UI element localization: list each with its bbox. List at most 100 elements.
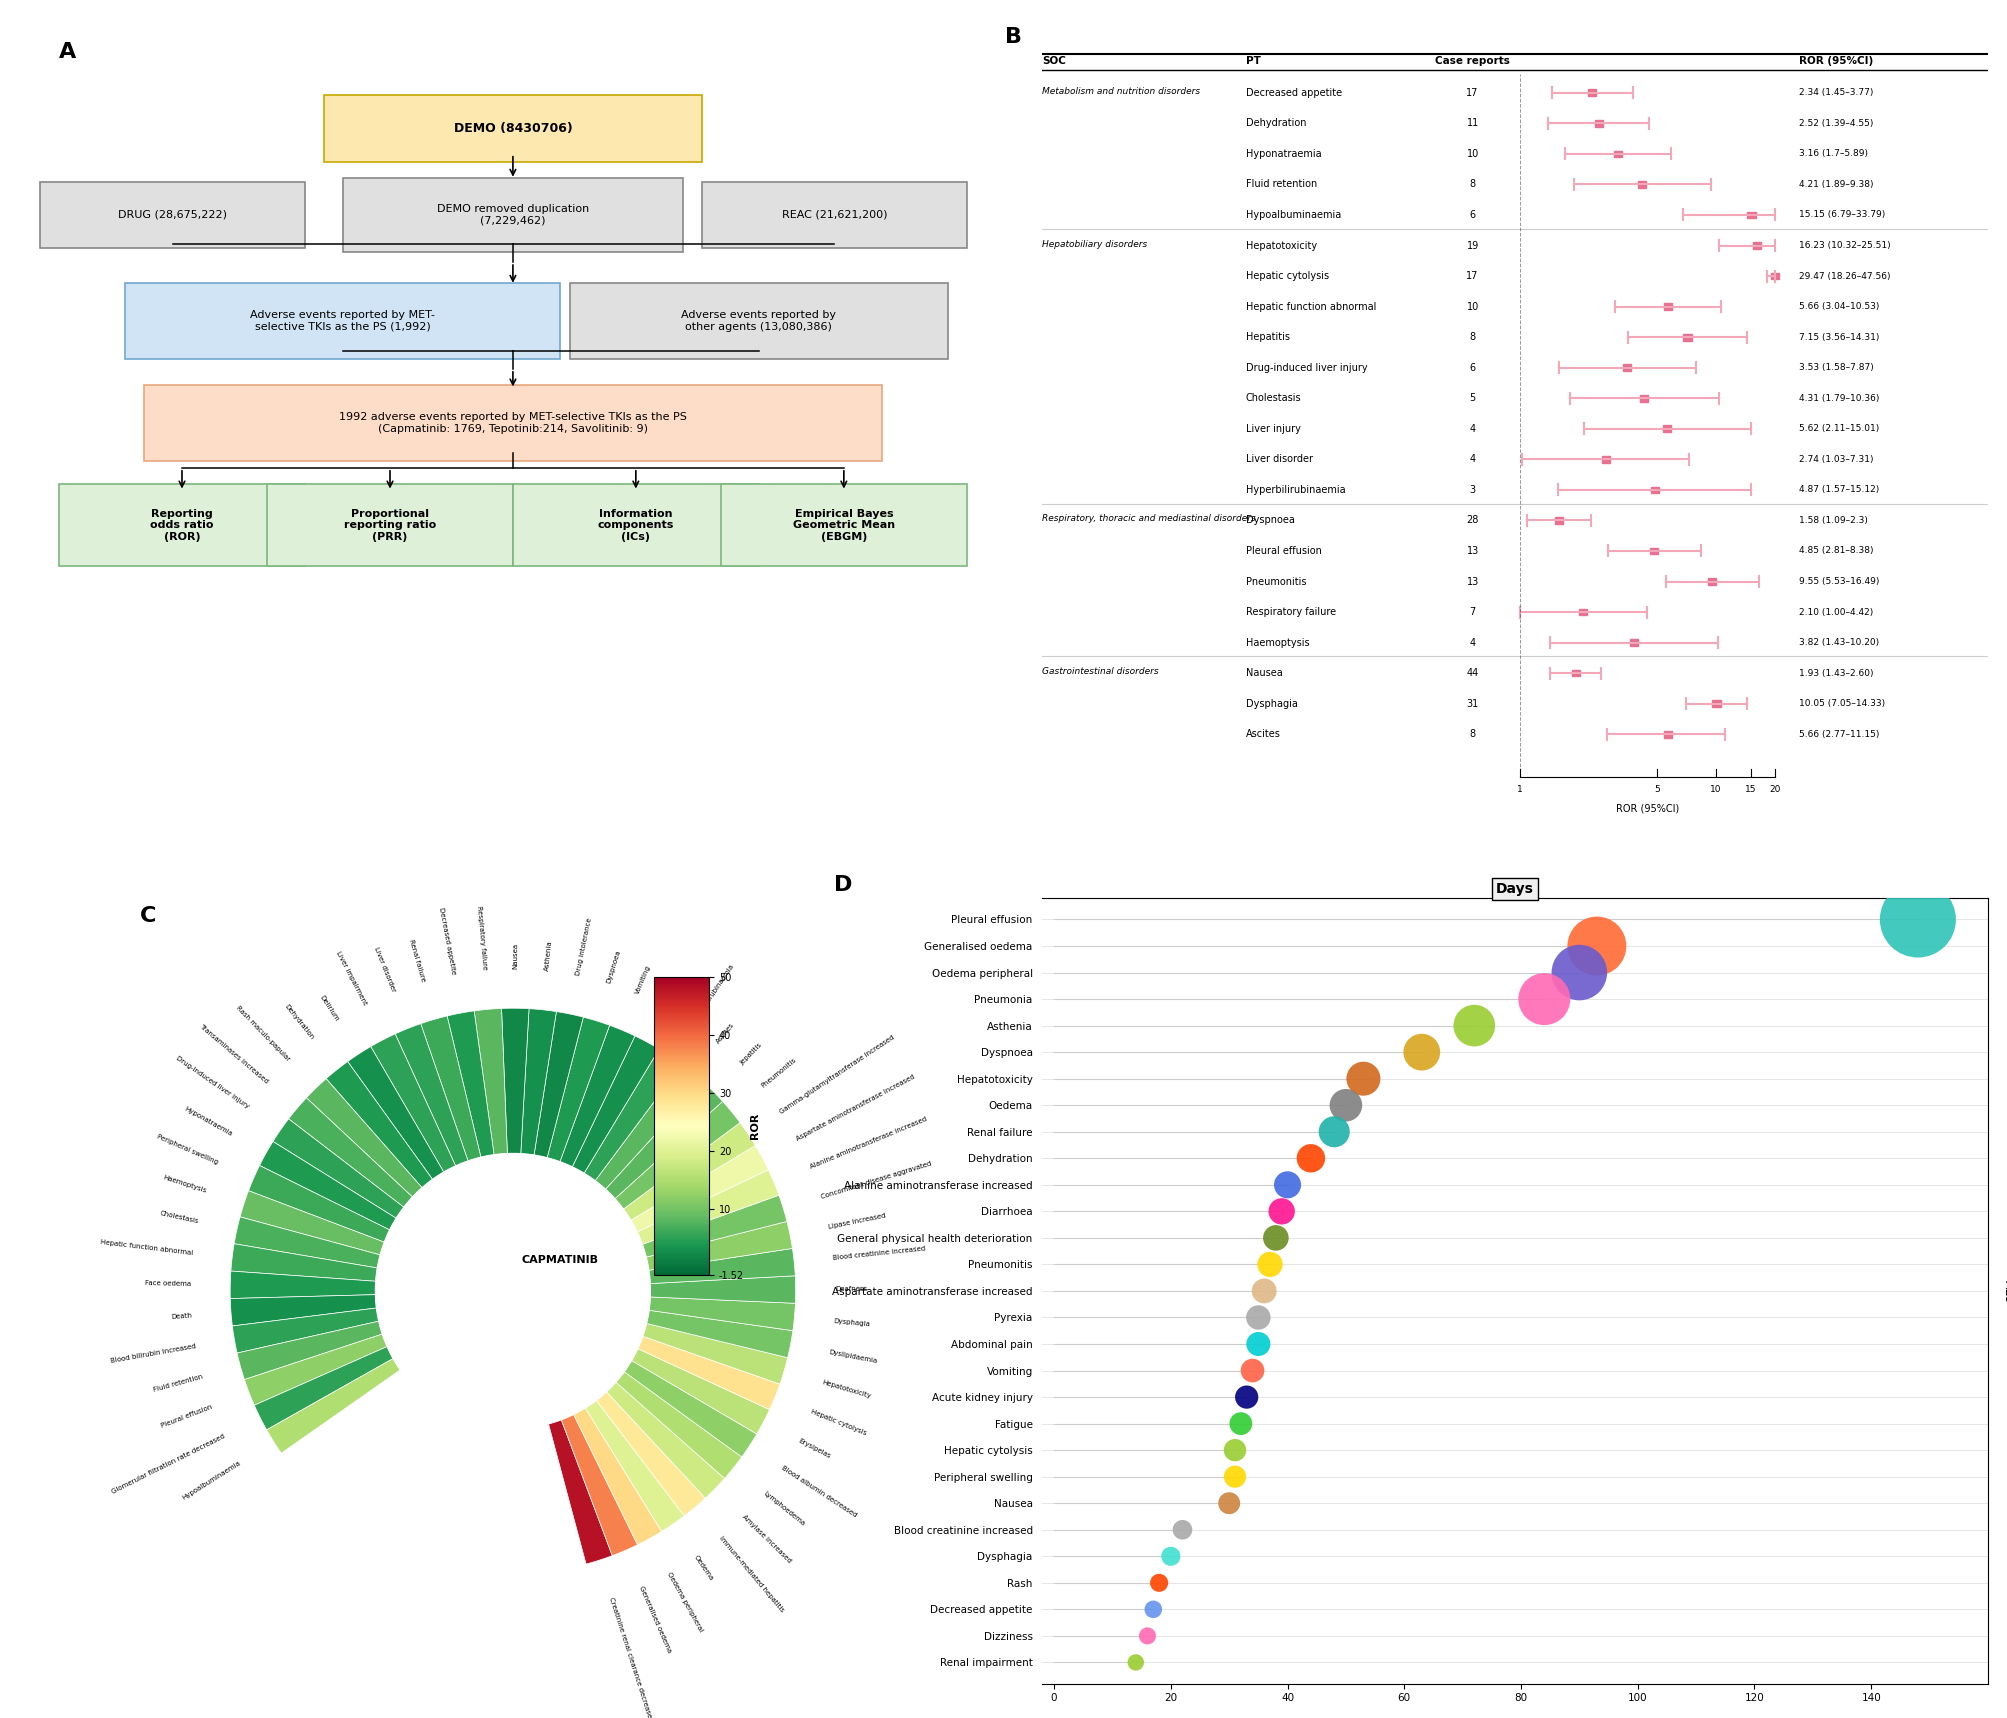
Polygon shape: [606, 1082, 723, 1199]
Polygon shape: [375, 1153, 650, 1428]
Text: Gamma-glutamyltransferase increased: Gamma-glutamyltransferase increased: [779, 1034, 895, 1115]
Polygon shape: [249, 1165, 389, 1242]
Text: ROR (95%CI): ROR (95%CI): [1798, 57, 1873, 67]
Polygon shape: [636, 1170, 779, 1244]
Text: DEMO (8430706): DEMO (8430706): [454, 122, 572, 136]
Text: A: A: [58, 43, 76, 62]
Text: 4.21 (1.89–9.38): 4.21 (1.89–9.38): [1798, 180, 1873, 189]
FancyBboxPatch shape: [721, 484, 965, 567]
Text: 9.55 (5.53–16.49): 9.55 (5.53–16.49): [1798, 577, 1879, 586]
Text: 1992 adverse events reported by MET-selective TKIs as the PS
(Capmatinib: 1769, : 1992 adverse events reported by MET-sele…: [339, 412, 686, 435]
Polygon shape: [594, 1065, 702, 1189]
Text: 11: 11: [1465, 119, 1477, 129]
Text: Rash maculo-papular: Rash maculo-papular: [235, 1005, 291, 1062]
Bar: [1650, 486, 1658, 493]
Polygon shape: [231, 1271, 375, 1299]
Text: Blood creatinine increased: Blood creatinine increased: [833, 1246, 925, 1261]
Polygon shape: [502, 1008, 528, 1154]
Text: Fatigue: Fatigue: [662, 984, 680, 1008]
Text: Delirium: Delirium: [319, 995, 339, 1022]
Text: Generalised oedema: Generalised oedema: [638, 1586, 672, 1654]
Text: 15.15 (6.79–33.79): 15.15 (6.79–33.79): [1798, 211, 1885, 220]
Text: CAPMATINIB: CAPMATINIB: [522, 1254, 598, 1264]
Text: 10: 10: [1710, 785, 1722, 794]
Text: 3.53 (1.58–7.87): 3.53 (1.58–7.87): [1798, 362, 1873, 373]
Point: [1317, 1118, 1349, 1146]
Bar: [1553, 517, 1561, 524]
Text: Proportional
reporting ratio
(PRR): Proportional reporting ratio (PRR): [343, 509, 436, 541]
FancyBboxPatch shape: [58, 484, 305, 567]
Point: [1405, 1038, 1437, 1065]
Text: 2.52 (1.39–4.55): 2.52 (1.39–4.55): [1798, 119, 1873, 127]
Text: Lipase increased: Lipase increased: [827, 1213, 885, 1230]
Polygon shape: [574, 1407, 660, 1544]
Text: Hyponatraemia: Hyponatraemia: [183, 1105, 233, 1137]
Text: ROR (95%CI): ROR (95%CI): [1616, 804, 1678, 814]
Text: Hepatitis: Hepatitis: [1244, 332, 1288, 342]
Text: Liver impairment: Liver impairment: [335, 950, 367, 1007]
Bar: [1746, 211, 1754, 218]
Text: Creatinine renal clearance decreased: Creatinine renal clearance decreased: [608, 1596, 654, 1718]
Text: Respiratory failure: Respiratory failure: [1244, 606, 1335, 617]
Point: [1154, 1543, 1186, 1570]
Text: 2.74 (1.03–7.31): 2.74 (1.03–7.31): [1798, 455, 1873, 464]
FancyBboxPatch shape: [512, 484, 759, 567]
Polygon shape: [648, 1297, 795, 1331]
Point: [1166, 1515, 1198, 1543]
Text: Dyslipidaemia: Dyslipidaemia: [829, 1349, 877, 1364]
Text: Hepatotoxicity: Hepatotoxicity: [821, 1380, 871, 1400]
Text: Death: Death: [171, 1313, 193, 1319]
Polygon shape: [325, 1062, 432, 1187]
Text: Dehydration: Dehydration: [1244, 119, 1305, 129]
Text: Dyspnoea: Dyspnoea: [1244, 515, 1295, 526]
Point: [1901, 905, 1933, 933]
Polygon shape: [572, 1036, 658, 1173]
Text: Hepatic function abnormal: Hepatic function abnormal: [1244, 302, 1375, 311]
Text: 2.10 (1.00–4.42): 2.10 (1.00–4.42): [1798, 608, 1873, 617]
Polygon shape: [560, 1414, 638, 1557]
Text: 5.62 (2.11–15.01): 5.62 (2.11–15.01): [1798, 424, 1879, 433]
Polygon shape: [371, 1034, 456, 1172]
Polygon shape: [273, 1118, 403, 1218]
Bar: [1770, 273, 1778, 280]
Text: 44: 44: [1465, 668, 1477, 679]
Text: Haemoptysis: Haemoptysis: [163, 1175, 207, 1194]
Text: Immune-mediated hepatitis: Immune-mediated hepatitis: [719, 1536, 785, 1613]
Text: Adverse events reported by
other agents (13,080,386): Adverse events reported by other agents …: [680, 311, 835, 332]
Text: 20: 20: [1768, 785, 1780, 794]
Point: [1457, 1012, 1489, 1039]
Text: 8: 8: [1469, 179, 1475, 189]
Text: Pleural effusion: Pleural effusion: [1244, 546, 1321, 557]
Text: Decreased appetite: Decreased appetite: [1244, 88, 1341, 98]
Text: Peripheral swelling: Peripheral swelling: [157, 1134, 219, 1165]
Point: [1130, 1622, 1162, 1649]
Text: Amylase increased: Amylase increased: [741, 1514, 793, 1563]
Point: [1212, 1490, 1244, 1517]
Bar: [1602, 455, 1610, 462]
Polygon shape: [235, 1216, 379, 1268]
Polygon shape: [259, 1141, 395, 1230]
Text: 8: 8: [1469, 728, 1475, 739]
Text: 19: 19: [1465, 241, 1477, 251]
Text: 29.47 (18.26–47.56): 29.47 (18.26–47.56): [1798, 271, 1889, 280]
Bar: [1622, 364, 1630, 371]
Text: Liver disorder: Liver disorder: [373, 947, 395, 993]
Polygon shape: [614, 1101, 741, 1209]
Polygon shape: [606, 1381, 725, 1498]
Polygon shape: [307, 1079, 421, 1197]
Text: Dyspnoea: Dyspnoea: [604, 950, 620, 984]
Text: B: B: [1004, 26, 1022, 46]
Text: Hyperbilirubinaemia: Hyperbilirubinaemia: [1244, 484, 1345, 495]
Text: 4.85 (2.81–8.38): 4.85 (2.81–8.38): [1798, 546, 1873, 555]
Text: 6: 6: [1469, 210, 1475, 220]
Text: Hypoalbuminaemia: Hypoalbuminaemia: [181, 1460, 243, 1502]
Text: Transaminases increased: Transaminases increased: [199, 1024, 269, 1086]
Text: Fluid retention: Fluid retention: [153, 1374, 203, 1393]
Text: Reporting
odds ratio
(ROR): Reporting odds ratio (ROR): [151, 509, 213, 541]
Point: [1329, 1091, 1361, 1118]
Bar: [1752, 242, 1760, 249]
Polygon shape: [624, 1361, 757, 1457]
Bar: [1662, 730, 1670, 737]
Text: AEs: AEs: [2001, 1280, 2007, 1302]
Text: Vomiting: Vomiting: [634, 964, 652, 995]
